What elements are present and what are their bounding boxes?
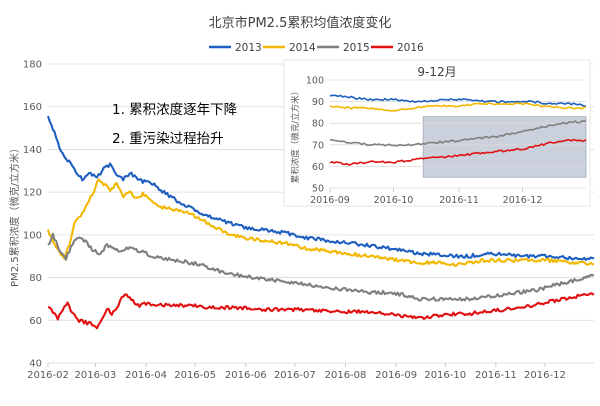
inset-y-tick-label: 100 bbox=[306, 76, 324, 87]
legend-label: 2013 bbox=[235, 42, 262, 54]
inset-y-tick-label: 50 bbox=[312, 184, 324, 195]
main-x-tick-label: 2016-05 bbox=[174, 370, 216, 381]
main-series-2014 bbox=[46, 178, 595, 268]
main-x-tick-label: 2016-08 bbox=[325, 370, 367, 381]
inset-series-2016 bbox=[329, 138, 587, 166]
inset-x-tick-label: 2016-09 bbox=[310, 195, 350, 206]
legend-item-2014: 2014 bbox=[263, 42, 316, 54]
legend-label: 2016 bbox=[397, 42, 424, 54]
inset-x-tick-label: 2016-10 bbox=[374, 195, 414, 206]
main-x-tick-label: 2016-06 bbox=[225, 370, 267, 381]
inset-y-axis: 50 60 70 80 90 100 bbox=[306, 76, 324, 195]
inset-x-tick-label: 2016-12 bbox=[503, 195, 543, 206]
inset-title: 9-12月 bbox=[417, 65, 456, 79]
main-y-tick-label: 100 bbox=[23, 230, 42, 241]
main-series-2013 bbox=[46, 115, 595, 261]
main-y-axis-label: PM2.5累积浓度（微克/立方米） bbox=[8, 143, 21, 287]
inset-y-tick-label: 70 bbox=[312, 140, 324, 151]
chart-title: 北京市PM2.5累积均值浓度变化 bbox=[209, 15, 392, 31]
main-y-tick-label: 140 bbox=[23, 145, 42, 156]
main-y-tick-label: 60 bbox=[29, 316, 42, 327]
legend: 2013 2014 2015 2016 bbox=[209, 42, 424, 54]
inset-highlight-region bbox=[422, 116, 587, 178]
legend-item-2016: 2016 bbox=[371, 42, 424, 54]
legend-label: 2014 bbox=[289, 42, 316, 54]
main-x-tick-label: 2016-03 bbox=[75, 370, 117, 381]
inset-y-tick-label: 80 bbox=[312, 119, 324, 130]
annotation-2: 2. 重污染过程抬升 bbox=[112, 131, 224, 147]
inset-series-2014 bbox=[329, 102, 587, 112]
legend-label: 2015 bbox=[343, 42, 370, 54]
inset-x-tick-label: 2016-11 bbox=[439, 195, 479, 206]
annotation-1: 1. 累积浓度逐年下降 bbox=[112, 102, 238, 118]
inset-plot-area bbox=[329, 94, 587, 166]
main-series-2015 bbox=[47, 232, 595, 302]
main-plot-area bbox=[46, 115, 595, 330]
main-y-axis: 40 60 80 100 120 140 160 180 bbox=[23, 60, 42, 370]
main-x-tick-label: 2016-07 bbox=[274, 370, 316, 381]
main-x-tick-label: 2016-09 bbox=[375, 370, 417, 381]
main-y-tick-label: 180 bbox=[23, 60, 42, 71]
inset-y-tick-label: 60 bbox=[312, 162, 324, 173]
inset-x-axis: 2016-09 2016-10 2016-11 2016-12 bbox=[310, 188, 542, 206]
inset-y-tick-label: 90 bbox=[312, 97, 324, 108]
legend-item-2015: 2015 bbox=[317, 42, 370, 54]
main-y-tick-label: 120 bbox=[23, 188, 42, 199]
main-x-axis: 2016-02 2016-03 2016-04 2016-05 2016-06 2016-… bbox=[27, 363, 566, 381]
inset-y-axis-label: 累积浓度（微克/立方米） bbox=[290, 87, 301, 183]
main-y-tick-label: 80 bbox=[29, 273, 42, 284]
main-x-tick-label: 2016-02 bbox=[27, 370, 69, 381]
main-x-tick-label: 2016-04 bbox=[125, 370, 167, 381]
main-x-tick-label: 2016-11 bbox=[475, 370, 517, 381]
main-series-2016 bbox=[47, 292, 595, 330]
main-y-tick-label: 40 bbox=[29, 359, 42, 370]
legend-item-2013: 2013 bbox=[209, 42, 262, 54]
main-y-tick-label: 160 bbox=[23, 102, 42, 113]
inset-series-2013 bbox=[329, 94, 587, 107]
inset-series-2015 bbox=[329, 120, 587, 147]
main-x-tick-label: 2016-12 bbox=[524, 370, 566, 381]
main-x-tick-label: 2016-10 bbox=[424, 370, 466, 381]
